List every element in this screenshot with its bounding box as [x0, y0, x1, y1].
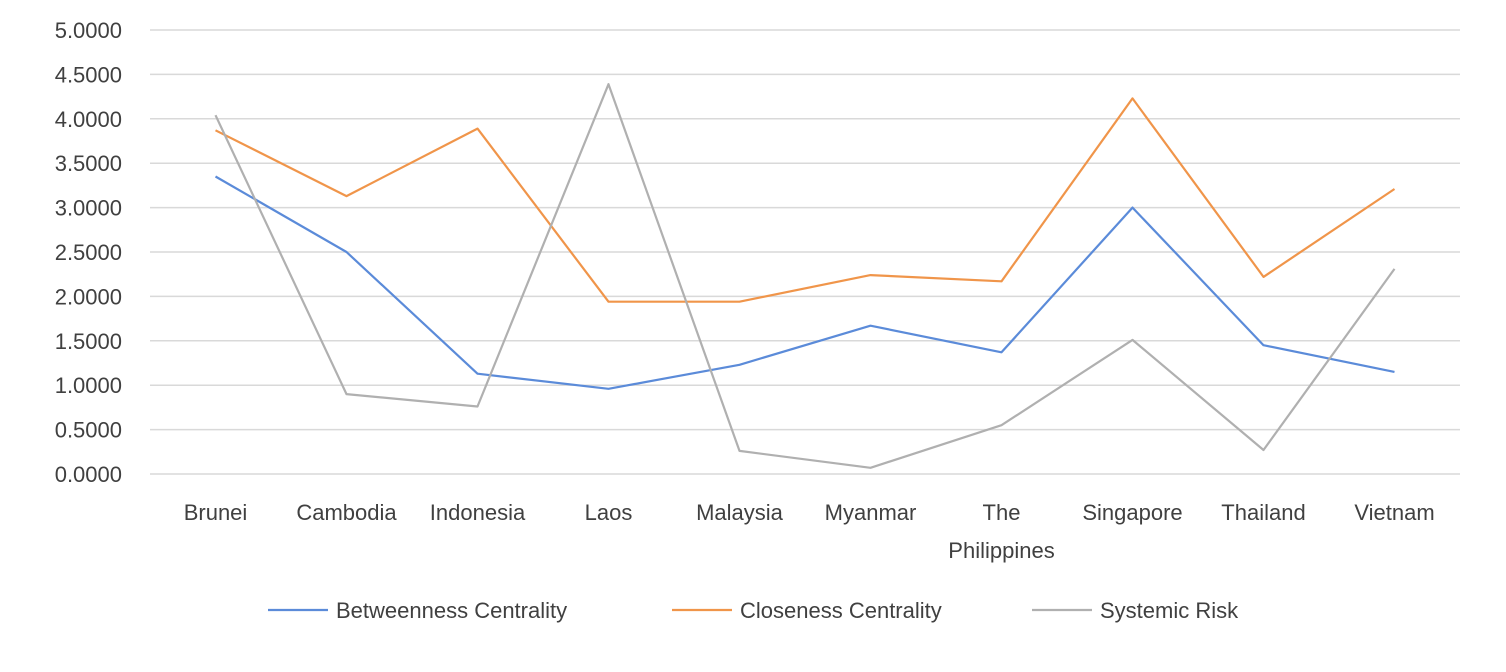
y-tick-label: 0.5000	[55, 418, 122, 443]
legend-label: Systemic Risk	[1100, 598, 1239, 623]
gridlines	[150, 29, 1460, 475]
x-tick-label: Singapore	[1082, 500, 1182, 525]
legend-label: Closeness Centrality	[740, 598, 942, 623]
legend-label: Betweenness Centrality	[336, 598, 567, 623]
series-line-closeness-centrality	[215, 97, 1396, 303]
y-tick-label: 1.0000	[55, 373, 122, 398]
x-tick-label: Laos	[585, 500, 633, 525]
x-tick-label: Myanmar	[825, 500, 917, 525]
x-tick-label: Indonesia	[430, 500, 526, 525]
x-tick-label: Malaysia	[696, 500, 784, 525]
y-tick-label: 2.5000	[55, 240, 122, 265]
y-tick-label: 4.0000	[55, 107, 122, 132]
y-tick-label: 0.0000	[55, 462, 122, 487]
x-tick-label: Brunei	[184, 500, 248, 525]
y-tick-label: 3.0000	[55, 196, 122, 221]
y-tick-label: 4.5000	[55, 62, 122, 87]
y-tick-label: 3.5000	[55, 151, 122, 176]
series-line-betweenness-centrality	[214, 175, 1395, 390]
y-tick-label: 1.5000	[55, 329, 122, 354]
x-tick-label: The Philippines	[948, 500, 1054, 563]
y-tick-label: 5.0000	[55, 18, 122, 43]
legend: Betweenness Centrality Closeness Centrali…	[268, 598, 1239, 623]
series-group	[214, 83, 1396, 469]
y-axis: 0.0000 0.5000 1.0000 1.5000 2.0000 2.5000 3.00…	[55, 18, 122, 487]
x-tick-label: Vietnam	[1354, 500, 1434, 525]
x-axis: Brunei Cambodia Indonesia Laos Malaysia Myanm…	[184, 500, 1435, 563]
y-tick-label: 2.0000	[55, 284, 122, 309]
series-line-systemic-risk	[214, 83, 1396, 469]
x-tick-label: Thailand	[1221, 500, 1305, 525]
x-tick-label: Cambodia	[296, 500, 397, 525]
